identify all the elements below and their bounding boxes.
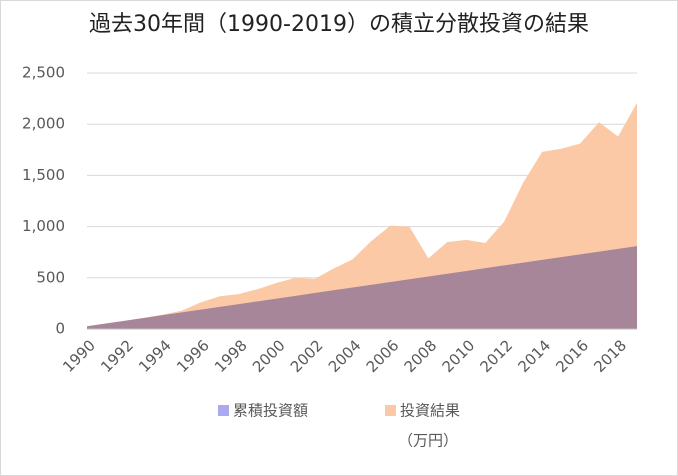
area (87, 246, 637, 329)
legend-label: 累積投資額 (233, 402, 308, 420)
y-tick-label: 1,000 (22, 217, 65, 235)
y-tick-label: 0 (55, 320, 65, 338)
unit-label: （万円） (398, 432, 458, 450)
legend-swatch (385, 405, 396, 416)
legend-swatch (218, 405, 229, 416)
plot-area (87, 102, 637, 329)
chart-title: 過去30年間（1990-2019）の積立分散投資の結果 (89, 12, 589, 37)
y-tick-label: 1,500 (22, 166, 65, 184)
y-tick-label: 500 (36, 268, 65, 286)
y-tick-label: 2,000 (22, 115, 65, 133)
legend-label: 投資結果 (400, 402, 460, 420)
y-tick-label: 2,500 (22, 64, 65, 82)
